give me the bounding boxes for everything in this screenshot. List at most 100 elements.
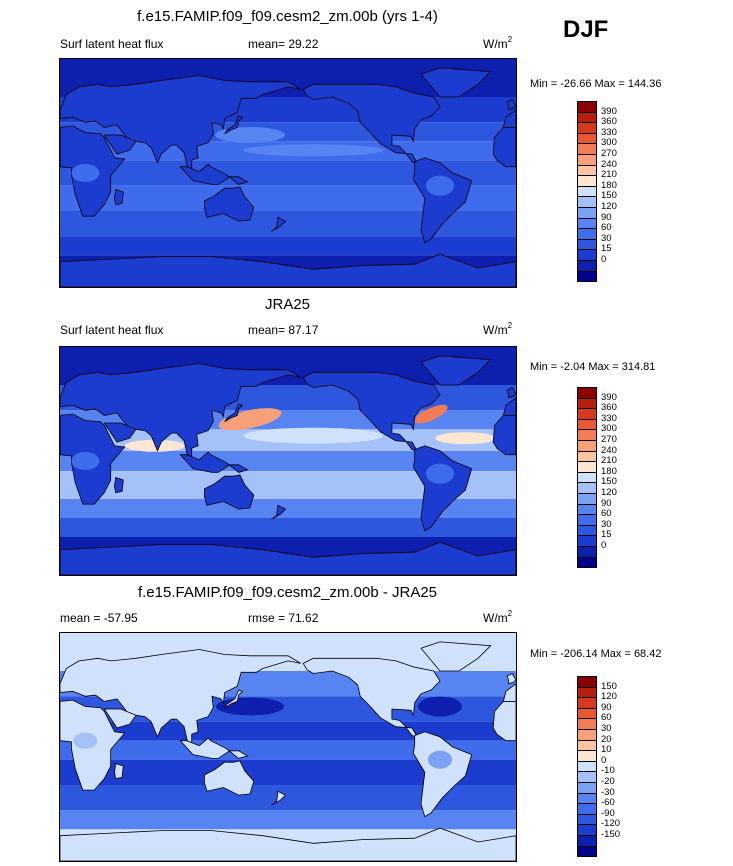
continent-outline	[224, 115, 244, 135]
continent-outline	[412, 731, 473, 818]
map-obs	[59, 346, 517, 576]
colorbar-label: 300	[601, 137, 617, 149]
continent-outline	[420, 641, 492, 672]
colorbar-label: 390	[601, 391, 617, 403]
continent-outline	[103, 134, 137, 155]
colorbar-label: 270	[601, 434, 617, 445]
colorbar-label: -10	[601, 765, 615, 777]
colorbar-label: 360	[601, 402, 617, 414]
continent-outline	[103, 708, 137, 729]
colorbar-label: 150	[601, 190, 617, 202]
continent-outline	[506, 98, 516, 111]
variable-label: Surf latent heat flux	[60, 37, 164, 51]
colorbar-label: 20	[601, 733, 612, 745]
colorbar-label: -120	[601, 818, 621, 830]
mean-label: mean= 87.17	[248, 323, 319, 337]
contour-band	[60, 499, 516, 518]
continent-outline	[412, 445, 473, 532]
continent-outline	[60, 253, 516, 287]
land-shading	[426, 175, 454, 196]
continent-outline	[224, 689, 244, 709]
map-model	[59, 58, 517, 288]
continent-outline	[506, 386, 516, 399]
colorbar-label: 330	[601, 412, 617, 424]
mean-label: mean = -57.95	[60, 611, 138, 625]
continent-outline	[204, 186, 255, 222]
continent-outline	[114, 188, 124, 206]
variable-label: Surf latent heat flux	[60, 323, 164, 337]
units-label: W/m2	[483, 609, 513, 626]
colorbar-box	[577, 556, 597, 569]
colorbar-label: -90	[601, 807, 615, 819]
colorbar-label: 0	[601, 754, 607, 766]
minmax-label: Min = -206.14 Max = 68.42	[530, 648, 662, 660]
colorbar-label: 270	[601, 148, 617, 159]
rmse-label: rmse = 71.62	[248, 611, 319, 625]
land-shading	[426, 463, 454, 484]
atlantic-trade-band	[435, 432, 496, 445]
colorbar-label: 300	[601, 423, 617, 435]
colorbar-label: 15	[601, 529, 612, 541]
colorbar-label: -60	[601, 797, 615, 809]
colorbar-label: 390	[601, 105, 617, 117]
panel-title: JRA25	[264, 296, 311, 313]
kuroshio-region	[215, 127, 285, 143]
units-label: W/m2	[483, 35, 513, 52]
colorbar-label: 150	[601, 476, 617, 488]
colorbar-label: 90	[601, 497, 612, 509]
colorbar-label: 180	[601, 465, 617, 477]
continent-outline	[502, 109, 516, 128]
colorbar-label: 0	[601, 540, 607, 551]
colorbar-label: 150	[601, 680, 617, 692]
colorbar-label: 30	[601, 723, 612, 734]
continent-outline	[60, 75, 301, 173]
contour-band	[60, 518, 516, 537]
panel-title: f.e15.FAMIP.f09_f09.cesm2_zm.00b (yrs 1-…	[137, 8, 438, 25]
colorbar-label: 210	[601, 455, 617, 467]
continent-outline	[179, 737, 249, 759]
colorbar-label: 240	[601, 158, 617, 170]
continent-outline	[302, 83, 441, 164]
contour-band	[60, 740, 516, 760]
colorbar-label: 120	[601, 487, 617, 498]
continent-outline	[103, 422, 137, 443]
contour-band	[60, 236, 516, 256]
colorbar-label: 210	[601, 169, 617, 181]
colorbar-label: 180	[601, 179, 617, 191]
continent-outline	[204, 474, 255, 510]
continent-outline	[420, 67, 492, 98]
continent-outline	[271, 504, 287, 520]
continent-outline	[502, 397, 516, 416]
colorbar-label: 330	[601, 126, 617, 138]
continent-outline	[60, 541, 516, 575]
kuroshio-maximum	[218, 408, 282, 431]
colorbar-label: 10	[601, 744, 612, 756]
panel-title: f.e15.FAMIP.f09_f09.cesm2_zm.00b - JRA25	[137, 584, 438, 601]
colorbar-label: -150	[601, 829, 621, 840]
continent-outline	[179, 451, 249, 473]
colorbar-label: 60	[601, 222, 612, 234]
colorbar-label: -20	[601, 776, 615, 787]
colorbar-label: 90	[601, 211, 612, 223]
continent-outline	[302, 657, 441, 738]
colorbar-label: 240	[601, 444, 617, 456]
mean-label: mean= 29.22	[248, 37, 319, 51]
continent-outline	[271, 790, 287, 806]
contour-band	[60, 810, 516, 830]
continent-outline	[412, 157, 473, 244]
colorbar-box	[577, 845, 597, 858]
colorbar-label: -30	[601, 786, 615, 798]
colorbar-label: 30	[601, 232, 612, 244]
land-shading	[71, 452, 100, 470]
colorbar-label: 0	[601, 254, 607, 265]
continent-outline	[502, 683, 516, 702]
continent-outline	[179, 163, 249, 185]
minmax-label: Min = -2.04 Max = 314.81	[530, 361, 656, 373]
colorbar-label: 30	[601, 518, 612, 530]
colorbar-label: 60	[601, 712, 612, 724]
colorbar-label: 60	[601, 508, 612, 520]
continent-outline	[60, 649, 301, 747]
units-label: W/m2	[483, 321, 513, 338]
season-label: DJF	[563, 16, 609, 43]
gulf-stream-bias	[418, 696, 462, 717]
